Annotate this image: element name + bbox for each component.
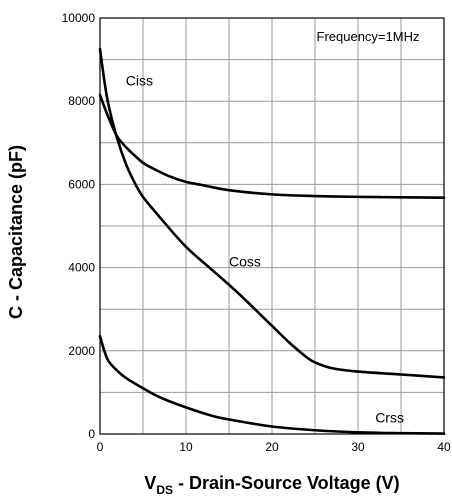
- series-group: [98, 47, 446, 435]
- series-label-crss: Crss: [375, 409, 404, 425]
- y-tick-label: 8000: [68, 94, 95, 108]
- y-tick-label: 4000: [68, 261, 95, 275]
- y-axis-title: C - Capacitance (pF): [6, 145, 26, 319]
- x-axis-title: VDS - Drain-Source Voltage (V): [144, 473, 399, 497]
- y-tick-label: 6000: [68, 177, 95, 191]
- x-axis-title-prefix: V: [144, 473, 156, 493]
- x-tick-label: 0: [97, 440, 104, 454]
- x-tick-label: 10: [179, 440, 193, 454]
- y-tick-label: 10000: [62, 11, 96, 25]
- y-tick-label: 0: [88, 427, 95, 441]
- series-labels: Ciss Coss Crss: [126, 72, 404, 425]
- frequency-annotation: Frequency=1MHz: [317, 29, 420, 44]
- series-line-ciss: [98, 93, 446, 200]
- x-axis-title-subscript: DS: [156, 483, 173, 497]
- series-line-coss: [98, 47, 446, 379]
- series-label-coss: Coss: [229, 253, 261, 269]
- grid: [100, 18, 444, 434]
- series-line-crss: [98, 334, 446, 435]
- tick-labels: 0 2000 4000 6000 8000 10000 0 10 20 30 40: [62, 11, 451, 454]
- x-tick-label: 20: [265, 440, 279, 454]
- x-tick-label: 30: [351, 440, 365, 454]
- series-label-ciss: Ciss: [126, 72, 153, 88]
- x-tick-label: 40: [437, 440, 451, 454]
- x-axis-title-rest: - Drain-Source Voltage (V): [173, 473, 400, 493]
- y-tick-label: 2000: [68, 344, 95, 358]
- plot-frame: [99, 17, 445, 435]
